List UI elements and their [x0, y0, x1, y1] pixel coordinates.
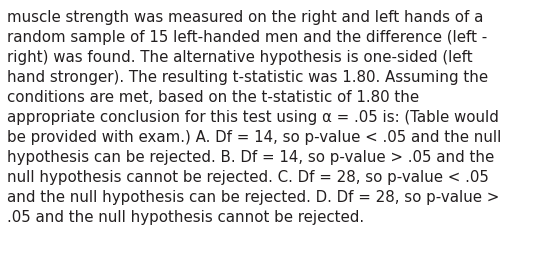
Text: muscle strength was measured on the right and left hands of a
random sample of 1: muscle strength was measured on the righ…: [7, 10, 501, 225]
